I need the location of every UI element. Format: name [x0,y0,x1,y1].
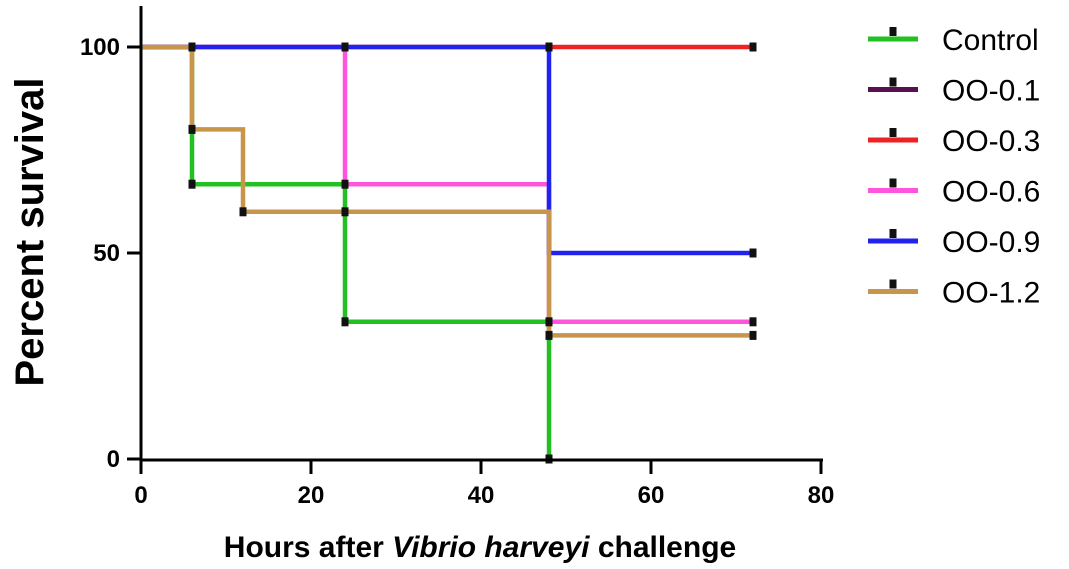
data-point [545,42,553,52]
data-point [749,42,757,52]
x-axis-title-part: challenge [589,531,736,564]
data-point [341,317,349,327]
y-tick-label: 100 [80,34,120,61]
y-tick-label: 50 [93,240,120,267]
legend-marker [889,279,897,289]
data-point [749,330,757,340]
data-point [341,207,349,217]
legend-marker [889,229,897,238]
legend-label: OO-1.2 [942,277,1040,310]
y-tick-label: 0 [107,446,120,473]
axes [139,6,823,462]
x-axis-title-part: Vibrio harveyi [392,531,590,564]
series-layer [141,42,757,464]
data-point [341,42,349,52]
legend-marker [889,27,897,36]
x-axis-title: Hours after Vibrio harveyi challenge [224,531,736,564]
legend-label: Control [942,24,1039,57]
legend-label: OO-0.9 [942,226,1040,259]
x-tick-label: 0 [134,482,147,509]
legend-marker [889,128,897,137]
data-point [239,207,247,217]
y-axis-title: Percent survival [8,77,52,386]
x-tick-label: 80 [808,482,835,509]
legend-marker [889,178,897,188]
x-tick-label: 20 [298,482,325,509]
legend-label: OO-0.6 [942,176,1040,209]
data-point [749,317,757,327]
legend: Control OO-0.1 OO-0.3 OO-0.6 OO-0.9 OO-1.2 [868,24,1040,310]
data-point [545,317,553,327]
x-tick-label: 60 [638,482,665,509]
data-point [545,330,553,340]
legend-marker [889,77,897,87]
x-axis-title-part: Hours after [224,531,392,564]
data-point [188,179,196,189]
series-line [141,44,753,256]
data-point [749,248,757,258]
ticks: 0 20 40 60 80 0 50 100 [80,34,834,509]
series-line [141,44,753,338]
x-tick-label: 40 [468,482,495,509]
legend-label: OO-0.3 [942,125,1040,158]
data-point [188,42,196,52]
data-point [188,124,196,134]
data-point [341,179,349,189]
legend-label: OO-0.1 [942,75,1040,108]
